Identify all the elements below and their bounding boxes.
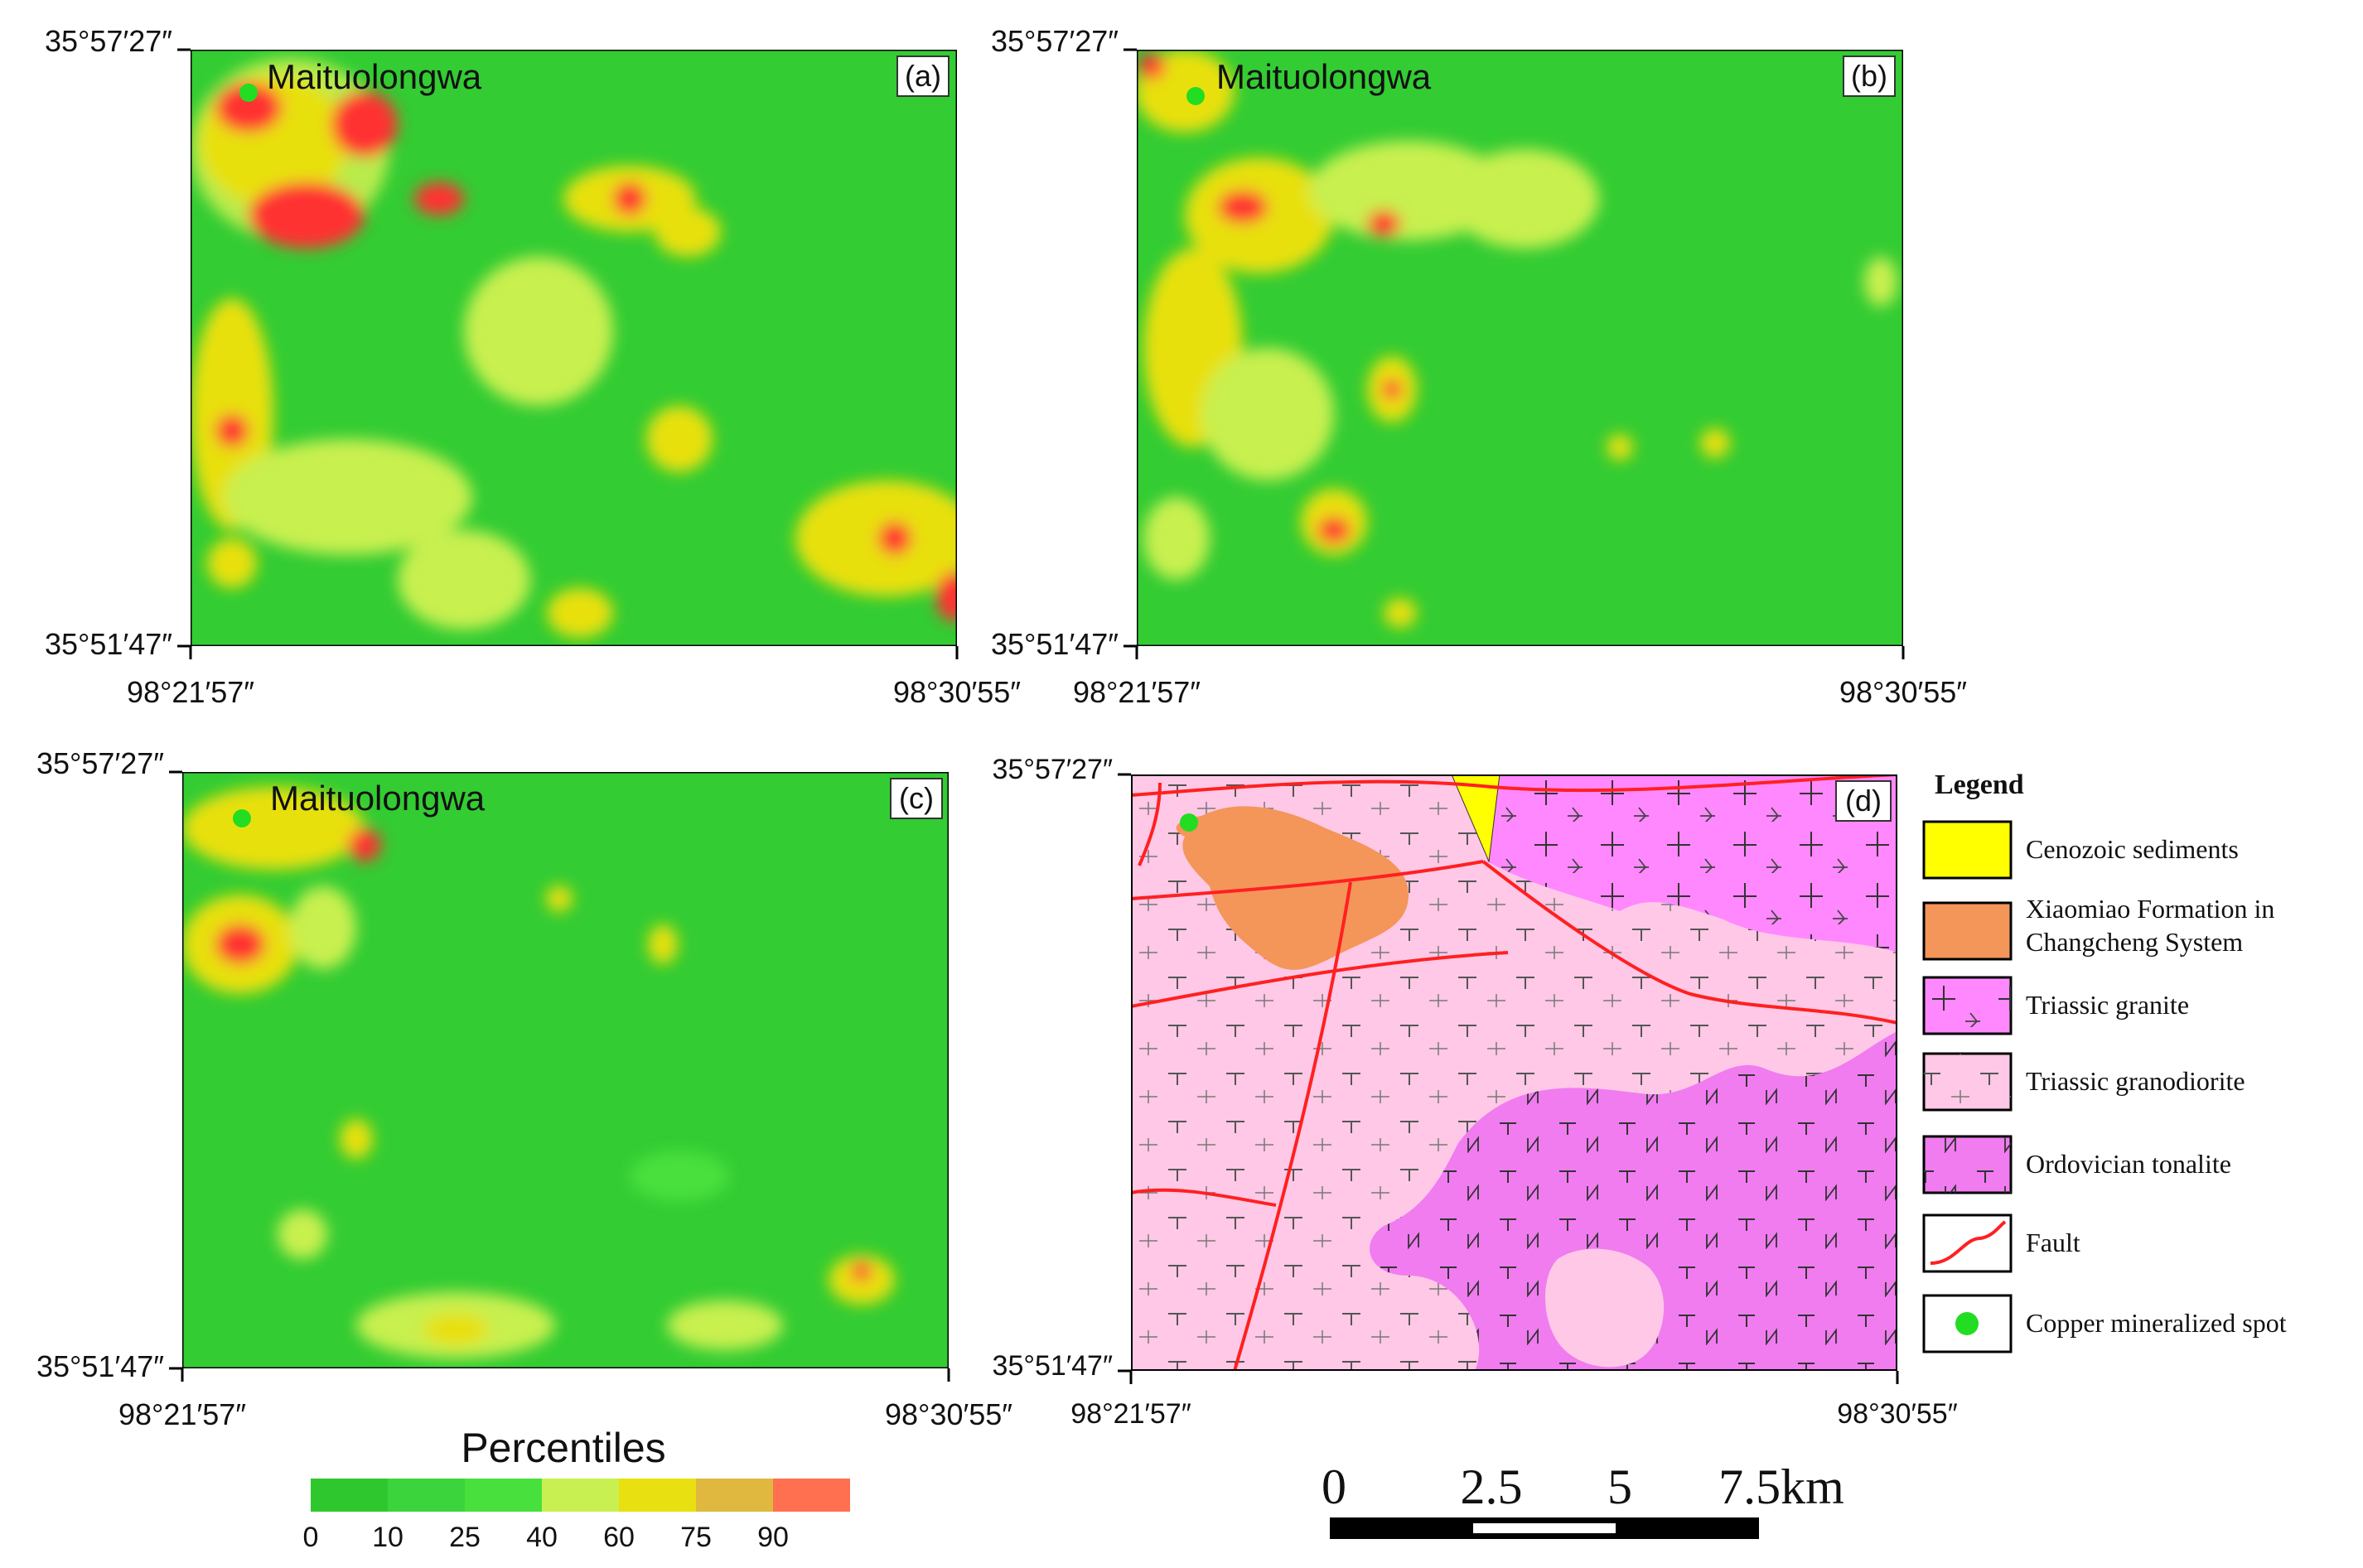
legend-swatch-pattern (1924, 977, 2011, 1034)
percentile-swatch (465, 1479, 542, 1512)
panel-a: Maituolongwa (a) 35°57′27″ 35°51′47″ 98°… (45, 24, 1021, 709)
panel-label-box (1843, 55, 1896, 97)
fault-line-icon (1930, 1220, 2007, 1265)
lat-top-label: 35°57′27″ (993, 754, 1113, 785)
copper-spot-icon (1955, 1312, 1979, 1335)
lat-top-label: 35°57′27″ (45, 24, 172, 58)
scale-bar-white (1473, 1523, 1616, 1533)
percentile-swatch (311, 1479, 388, 1512)
copper-spot-marker (1186, 87, 1205, 105)
panel-label: (b) (1851, 59, 1887, 93)
lat-top-label: 35°57′27″ (991, 24, 1119, 58)
percentile-swatch (619, 1479, 696, 1512)
legend-swatch (1922, 901, 2013, 961)
granodiorite-inlier (1545, 1248, 1665, 1368)
scale-labels: 0 2.5 5 7.5km (1322, 1459, 1844, 1514)
legend-label: Xiaomiao Formation in (2026, 894, 2274, 924)
panel-label: (c) (899, 781, 934, 815)
lon-right-label: 98°30′55″ (1837, 1398, 1957, 1430)
geology-legend: Legend Cenozoic sediments Xiaomiao Format… (1922, 770, 2287, 1353)
percentile-tick-label: 40 (526, 1522, 558, 1553)
lat-bottom-label: 35°51′47″ (991, 627, 1119, 661)
legend-swatch-pattern (1924, 1136, 2011, 1193)
legend-label: Fault (2026, 1228, 2080, 1257)
lat-top-label: 35°57′27″ (36, 746, 164, 780)
panel-d: (d) 35°57′27″ 35°51′47″ 98°21′57″ 98°30′… (993, 754, 1958, 1430)
legend-item: Triassic granodiorite (1922, 1052, 2245, 1112)
percentile-swatch (388, 1479, 465, 1512)
lat-bottom-label: 35°51′47″ (36, 1349, 164, 1383)
lon-left-label: 98°21′57″ (1073, 675, 1201, 709)
panel-label-box (890, 778, 943, 819)
percentile-tick-label: 25 (449, 1522, 481, 1553)
faults (1131, 774, 1897, 1371)
xiaomiao-formation-area (1176, 806, 1409, 970)
legend-label: Triassic granodiorite (2026, 1066, 2245, 1096)
legend-label: Triassic granite (2026, 990, 2189, 1020)
percentile-legend: Percentiles 0 10 25 40 60 75 90 (303, 1425, 850, 1553)
scale-label: 5 (1607, 1459, 1632, 1514)
percentile-tick-label: 60 (603, 1522, 635, 1553)
legend-item: Ordovician tonalite (1922, 1135, 2231, 1194)
panel-b-raster (1137, 50, 1903, 646)
panel-b: Maituolongwa (b) 35°57′27″ 35°51′47″ 98°… (991, 24, 1967, 709)
legend-swatch-pattern (1924, 1054, 2011, 1110)
copper-spot-marker (1180, 813, 1198, 832)
percentile-tick-label: 90 (757, 1522, 789, 1553)
lon-left-label: 98°21′57″ (127, 675, 254, 709)
legend-label: Cenozoic sediments (2026, 834, 2239, 864)
lon-left-label: 98°21′57″ (118, 1397, 246, 1431)
lon-right-label: 98°30′55″ (885, 1397, 1012, 1431)
lon-right-label: 98°30′55″ (893, 675, 1021, 709)
panel-label-box (896, 55, 950, 97)
percentile-title: Percentiles (461, 1425, 665, 1471)
legend-item: Triassic granite (1922, 976, 2189, 1035)
cenozoic-sediments-area (1451, 774, 1500, 863)
legend-swatch (1922, 820, 2013, 880)
percentile-tick-label: 0 (303, 1522, 319, 1553)
legend-label-line2: Changcheng System (2026, 927, 2243, 957)
panel-a-raster (191, 50, 957, 646)
legend-title: Legend (1935, 770, 2024, 800)
scale-label: 2.5 (1461, 1459, 1523, 1514)
percentile-tick-label: 10 (372, 1522, 403, 1553)
locality-label: Maituolongwa (267, 57, 482, 96)
panel-label: (d) (1845, 784, 1882, 818)
legend-label: Ordovician tonalite (2026, 1149, 2231, 1179)
percentile-swatch (696, 1479, 773, 1512)
geology-map (1131, 774, 1897, 1371)
legend-item: Copper mineralized spot (1922, 1294, 2287, 1353)
legend-item: Fault (1922, 1213, 2080, 1273)
locality-label: Maituolongwa (1216, 57, 1432, 96)
scale-label: 7.5km (1718, 1459, 1844, 1514)
percentile-swatch (773, 1479, 850, 1512)
scale-label: 0 (1322, 1459, 1346, 1514)
copper-spot-marker (239, 84, 258, 102)
panel-label: (a) (905, 59, 941, 93)
panel-label-box (1835, 780, 1892, 822)
panel-c: Maituolongwa (c) 35°57′27″ 35°51′47″ 98°… (36, 746, 1012, 1431)
legend-label: Copper mineralized spot (2026, 1308, 2287, 1338)
panel-c-raster (182, 772, 949, 1368)
percentile-swatches (311, 1479, 850, 1512)
percentile-ticks: 0 10 25 40 60 75 90 (303, 1522, 789, 1553)
lon-right-label: 98°30′55″ (1839, 675, 1967, 709)
copper-spot-marker (233, 809, 251, 827)
lat-bottom-label: 35°51′47″ (45, 627, 172, 661)
percentile-swatch (542, 1479, 619, 1512)
scale-bar: 0 2.5 5 7.5km (1322, 1459, 1844, 1539)
percentile-tick-label: 75 (680, 1522, 712, 1553)
lon-left-label: 98°21′57″ (1070, 1398, 1191, 1430)
lat-bottom-label: 35°51′47″ (993, 1350, 1113, 1382)
locality-label: Maituolongwa (270, 779, 486, 818)
legend-item: Cenozoic sediments (1922, 820, 2239, 880)
